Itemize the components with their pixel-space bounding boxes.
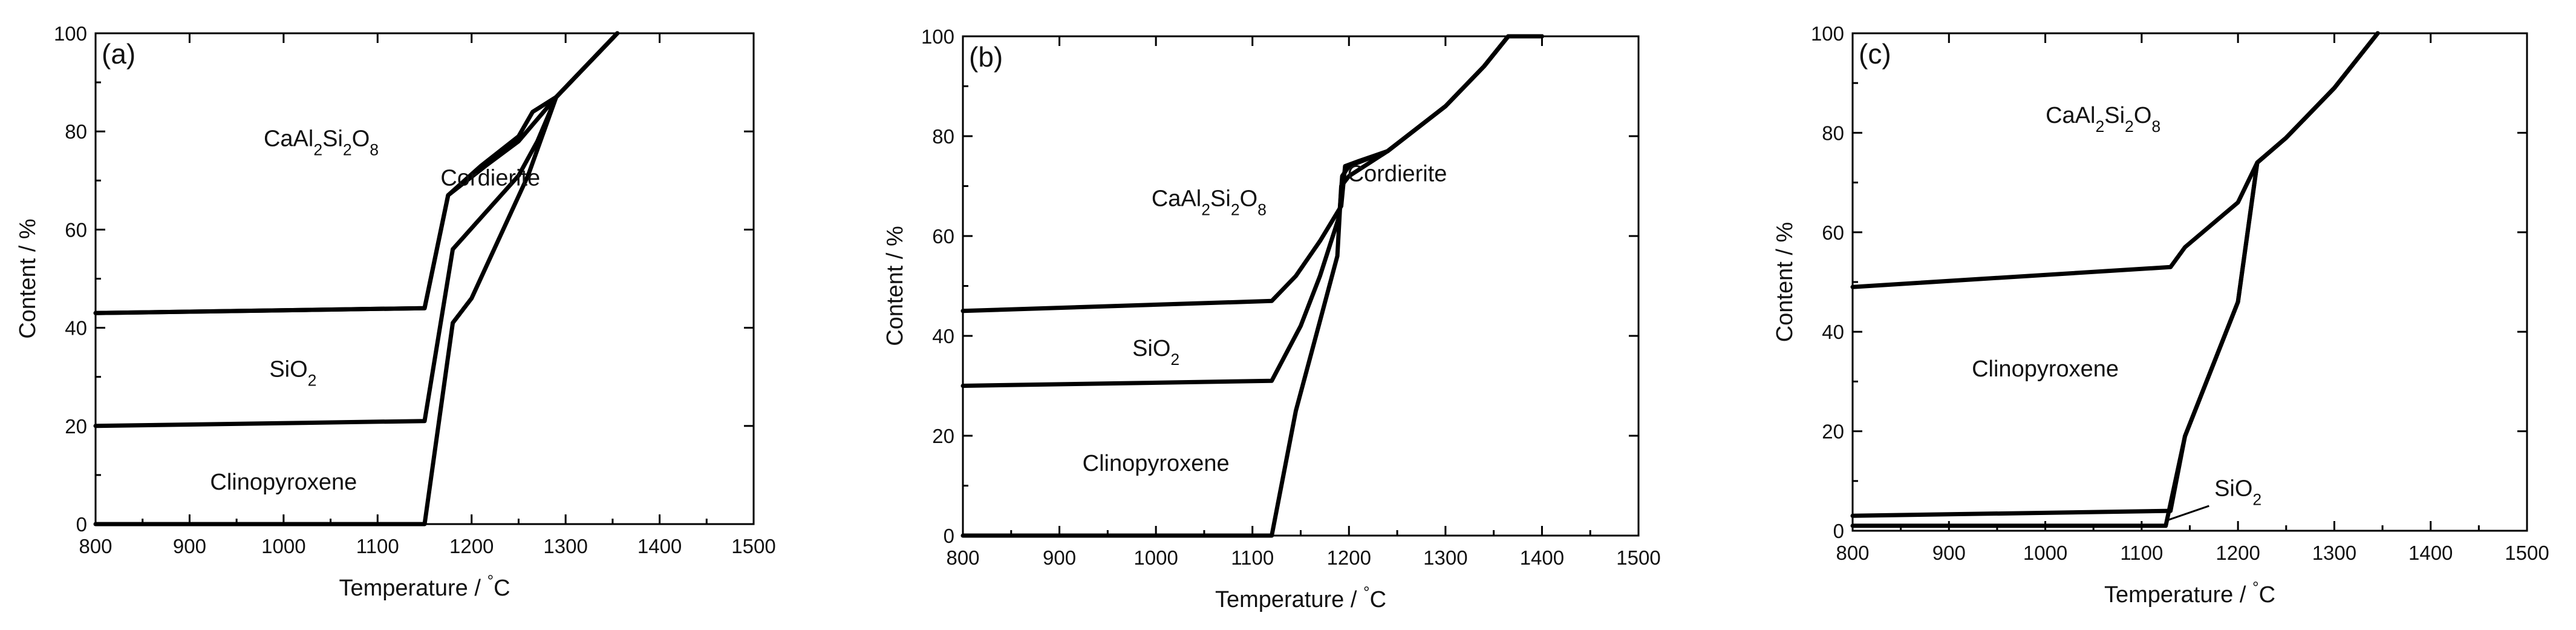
y-tick-label-60: 60 <box>1822 221 1844 244</box>
region-label: Clinopyroxene <box>210 470 357 495</box>
y-tick-label-20: 20 <box>1822 421 1844 443</box>
panel-b: 800 900 1000 1100 1200 1300 1400 1500 0 20 40 60 80 1… <box>882 25 1661 612</box>
y-axis-label: Content / % <box>882 226 908 346</box>
y-tick-label-40: 40 <box>65 317 87 340</box>
boundary-caal2si2o8-lower <box>960 34 1544 313</box>
x-tick-label-1400: 1400 <box>637 535 682 557</box>
y-tick-label-100: 100 <box>54 22 87 45</box>
x-tick-label-1500: 1500 <box>1616 546 1660 569</box>
x-tick-label-900: 900 <box>173 535 206 557</box>
region-label: CaAl2Si2O8 <box>264 126 379 159</box>
x-tick-label-900: 900 <box>1043 546 1076 569</box>
y-tick-label-40: 40 <box>932 325 954 347</box>
y-axis-label: Content / % <box>1772 222 1798 343</box>
boundary-sio2-upper <box>93 31 620 428</box>
region-label: SiO2 <box>2214 476 2261 508</box>
x-tick-label-1500: 1500 <box>731 535 775 557</box>
x-tick-label-800: 800 <box>946 546 979 569</box>
x-tick-label-1000: 1000 <box>1133 546 1178 569</box>
x-tick-label-800: 800 <box>79 535 112 557</box>
x-tick-label-1200: 1200 <box>449 535 494 557</box>
annotation-leader-line <box>2165 505 2209 522</box>
panel-tag: (c) <box>1859 38 1891 70</box>
y-axis-label: Content / % <box>15 218 41 339</box>
y-tick-label-20: 20 <box>932 425 954 447</box>
x-tick-label-1400: 1400 <box>2408 542 2453 564</box>
y-tick-label-20: 20 <box>65 415 87 438</box>
region-label: SiO2 <box>1132 336 1179 369</box>
x-tick-label-1300: 1300 <box>543 535 587 557</box>
y-tick-label-40: 40 <box>1822 321 1844 343</box>
x-tick-label-900: 900 <box>1932 542 1966 564</box>
region-label: CaAl2Si2O8 <box>2046 103 2160 136</box>
y-tick-label-60: 60 <box>65 218 87 241</box>
x-tick-label-1200: 1200 <box>2216 542 2260 564</box>
x-tick-label-1000: 1000 <box>2023 542 2067 564</box>
y-tick-label-0: 0 <box>76 513 87 536</box>
axis-frame <box>962 35 1640 537</box>
y-tick-label-0: 0 <box>1833 520 1844 542</box>
axis-frame <box>94 32 755 525</box>
x-tick-label-1300: 1300 <box>2312 542 2356 564</box>
y-tick-label-0: 0 <box>944 525 954 547</box>
panel-c: 800 900 1000 1100 1200 1300 1400 1500 0 20 40 60 80 1… <box>1772 22 2549 608</box>
y-tick-label-80: 80 <box>1822 122 1844 144</box>
region-label: Cordierite <box>1348 161 1447 186</box>
region-label: SiO2 <box>269 357 316 390</box>
region-label: Clinopyroxene <box>1083 451 1230 476</box>
panel-a: 800 900 1000 1100 1200 1300 1400 1500 0 20 40 60 80 1… <box>15 22 776 601</box>
region-label: Clinopyroxene <box>1972 356 2119 382</box>
x-axis-label: Temperature / °C <box>339 572 510 601</box>
y-tick-label-80: 80 <box>65 120 87 143</box>
panel-tag: (b) <box>969 41 1003 73</box>
boundary-caal2si2o8-lower <box>1850 31 2380 289</box>
y-tick-label-80: 80 <box>932 125 954 148</box>
x-tick-label-1300: 1300 <box>1423 546 1467 569</box>
x-tick-label-1400: 1400 <box>1520 546 1564 569</box>
x-tick-label-1500: 1500 <box>2505 542 2549 564</box>
boundary-cordierite-upper <box>93 31 620 315</box>
x-tick-label-1100: 1100 <box>2120 542 2163 564</box>
region-label: CaAl2Si2O8 <box>1152 186 1267 219</box>
x-axis-label: Temperature / °C <box>1215 583 1386 612</box>
boundary-clinopyroxene-upper <box>960 34 1544 538</box>
x-tick-label-1100: 1100 <box>356 535 399 557</box>
x-tick-label-1000: 1000 <box>261 535 305 557</box>
y-tick-label-100: 100 <box>1811 22 1844 45</box>
y-tick-label-60: 60 <box>932 225 954 248</box>
x-tick-label-1200: 1200 <box>1327 546 1371 569</box>
panel-tag: (a) <box>102 38 135 70</box>
x-tick-label-1100: 1100 <box>1231 546 1274 569</box>
x-tick-label-800: 800 <box>1836 542 1869 564</box>
region-label: Cordierite <box>440 165 540 191</box>
y-tick-label-100: 100 <box>921 25 954 48</box>
x-axis-label: Temperature / °C <box>2104 579 2275 608</box>
